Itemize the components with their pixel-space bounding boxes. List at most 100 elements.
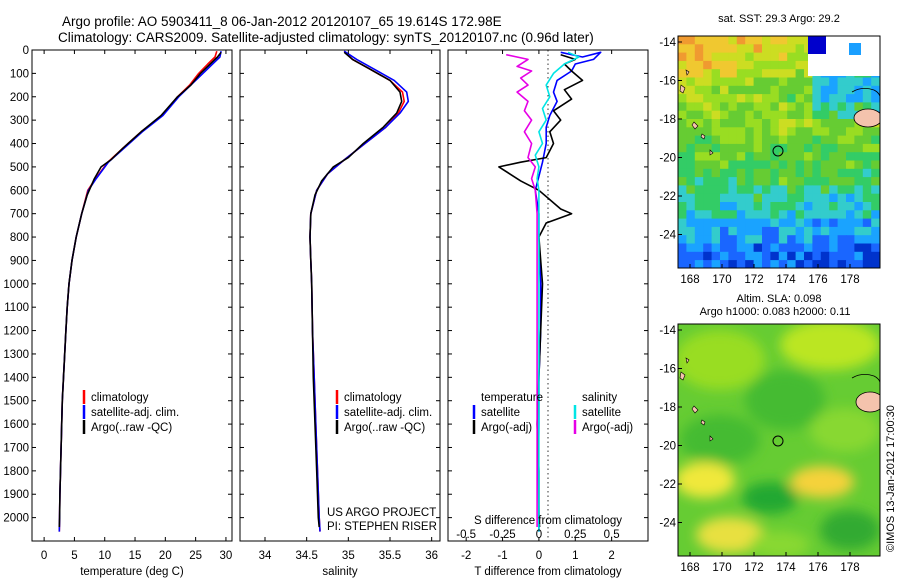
temperature-axis-label: temperature (deg C) bbox=[80, 566, 184, 578]
sst-pixel bbox=[837, 102, 847, 112]
sst-pixel bbox=[745, 52, 754, 62]
sst-pixel bbox=[812, 85, 822, 95]
sst-pixel bbox=[720, 60, 729, 70]
sst-pixel bbox=[820, 251, 830, 261]
sst-pixel bbox=[753, 251, 763, 261]
sst-pixel bbox=[871, 152, 880, 161]
sst-pixel bbox=[686, 210, 696, 219]
sst-pixel bbox=[846, 185, 855, 195]
sst-cell-cold bbox=[808, 36, 826, 54]
sst-pixel bbox=[694, 243, 704, 253]
t-difference-axis-label: T difference from climatology bbox=[474, 566, 621, 578]
legend-argo-raw: Argo(..raw -QC) bbox=[91, 422, 172, 434]
sst-pixel bbox=[720, 152, 729, 161]
sst-pixel bbox=[812, 135, 822, 145]
map-x-tick-label: 168 bbox=[680, 562, 699, 574]
sst-pixel bbox=[787, 102, 796, 112]
sst-pixel bbox=[829, 218, 838, 228]
sst-pixel bbox=[720, 77, 729, 87]
sst-pixel bbox=[778, 218, 788, 228]
sst-pixel bbox=[686, 226, 696, 236]
sst-pixel bbox=[837, 235, 847, 244]
depth-tick-label: 700 bbox=[10, 209, 29, 221]
salinity-panel: 34 34.5 35 35.5 36 salinity climatology sate… bbox=[239, 49, 441, 578]
sst-pixel bbox=[728, 218, 738, 228]
sst-pixel bbox=[778, 102, 788, 112]
sst-pixel bbox=[820, 135, 830, 145]
sst-pixel bbox=[820, 110, 830, 120]
sst-pixel bbox=[795, 69, 805, 78]
sst-pixel bbox=[854, 160, 864, 170]
sst-pixel bbox=[837, 143, 847, 153]
sst-pixel bbox=[837, 85, 847, 95]
sst-pixel bbox=[854, 243, 864, 253]
sst-pixel bbox=[829, 210, 838, 219]
sst-pixel bbox=[703, 143, 712, 153]
map-x-tick-label: 176 bbox=[808, 562, 827, 574]
sst-pixel bbox=[795, 119, 805, 128]
sst-pixel bbox=[762, 235, 771, 244]
sst-pixel bbox=[678, 69, 687, 78]
series-line-satellite-adj-clim bbox=[58, 51, 222, 532]
sst-pixel bbox=[736, 85, 746, 95]
sst-pixel bbox=[787, 168, 796, 178]
sst-pixel bbox=[678, 102, 687, 112]
sst-pixel bbox=[795, 94, 805, 103]
sst-pixel bbox=[778, 193, 788, 203]
sst-pixel bbox=[762, 168, 771, 178]
imos-credit: ©IMOS 13-Jan-2012 17:00:30 bbox=[885, 405, 897, 552]
sst-pixel bbox=[778, 160, 788, 170]
sst-pixel bbox=[728, 143, 738, 153]
sst-pixel bbox=[694, 177, 704, 186]
sst-pixel bbox=[837, 210, 847, 219]
sst-pixel bbox=[820, 193, 830, 203]
sst-pixel bbox=[829, 226, 838, 236]
sst-pixel bbox=[745, 44, 754, 53]
sst-pixel bbox=[745, 251, 754, 261]
sst-pixel bbox=[736, 168, 746, 178]
sla-field bbox=[678, 324, 880, 556]
sst-pixel bbox=[694, 218, 704, 228]
sst-pixel bbox=[703, 119, 712, 128]
sst-pixel bbox=[703, 243, 712, 253]
sst-pixel bbox=[720, 168, 729, 178]
sst-pixel bbox=[846, 202, 855, 211]
sst-pixel bbox=[745, 218, 754, 228]
sst-pixel bbox=[745, 119, 754, 128]
sst-pixel bbox=[686, 251, 696, 261]
sst-pixel bbox=[804, 85, 813, 95]
sst-pixel bbox=[736, 36, 746, 45]
sst-pixel bbox=[736, 127, 746, 136]
sst-pixel bbox=[837, 243, 847, 253]
sst-pixel bbox=[829, 152, 838, 161]
depth-tick-label: 800 bbox=[10, 232, 29, 244]
sst-pixel bbox=[762, 85, 771, 95]
sst-pixel bbox=[770, 210, 780, 219]
legend-s-argo: Argo(-adj) bbox=[582, 422, 633, 434]
sst-pixel bbox=[728, 69, 738, 78]
x-tick-label: 10 bbox=[98, 550, 111, 562]
sst-pixel bbox=[804, 160, 813, 170]
sst-pixel bbox=[711, 94, 721, 103]
sst-pixel bbox=[778, 94, 788, 103]
sst-pixel bbox=[678, 44, 687, 53]
sst-pixel bbox=[728, 168, 738, 178]
sst-pixel bbox=[854, 85, 864, 95]
sst-pixel bbox=[678, 127, 687, 136]
sst-pixel bbox=[736, 94, 746, 103]
sst-pixel bbox=[812, 260, 822, 268]
sst-pixel bbox=[728, 226, 738, 236]
sst-pixel bbox=[762, 52, 771, 62]
sst-pixel bbox=[703, 44, 712, 53]
sst-pixel bbox=[837, 193, 847, 203]
sst-pixel bbox=[804, 193, 813, 203]
sst-pixel bbox=[846, 152, 855, 161]
x-tick-label: 34.5 bbox=[295, 550, 317, 562]
sst-pixel bbox=[720, 202, 729, 211]
sst-pixel bbox=[686, 135, 696, 145]
sst-pixel bbox=[686, 243, 696, 253]
sst-pixel bbox=[787, 85, 796, 95]
depth-tick-label: 2000 bbox=[3, 513, 29, 525]
x-tick-label: 0 bbox=[41, 550, 47, 562]
sst-pixel bbox=[829, 135, 838, 145]
